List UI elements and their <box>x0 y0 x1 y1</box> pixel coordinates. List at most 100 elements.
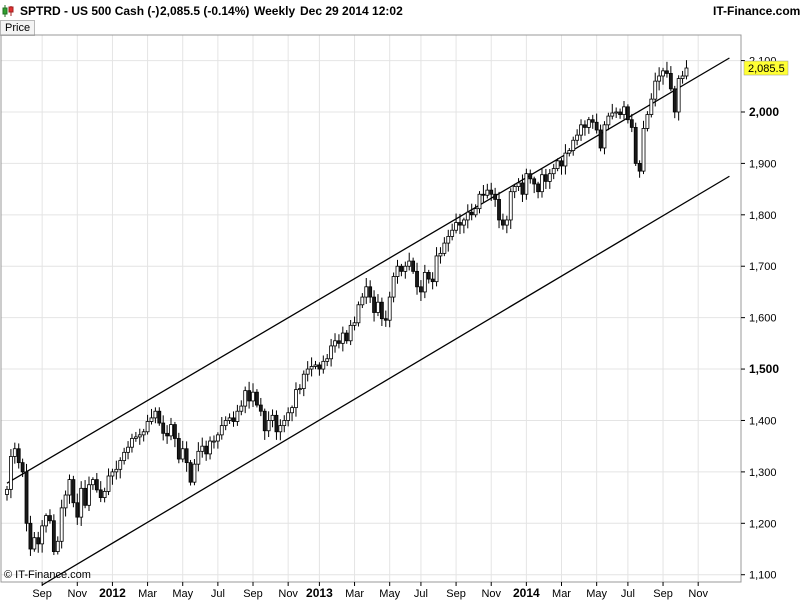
candle-body <box>563 152 568 167</box>
candle <box>567 148 572 157</box>
candle <box>40 520 45 553</box>
candle-body <box>344 332 349 342</box>
candle <box>352 316 357 331</box>
candle <box>192 459 197 486</box>
x-tick-label: Sep <box>32 588 52 600</box>
candle <box>547 169 552 189</box>
candle-body <box>91 479 95 486</box>
candle-body <box>524 173 529 195</box>
candle-body <box>247 390 252 402</box>
candle <box>114 460 119 480</box>
candle <box>44 513 48 533</box>
candle <box>188 459 193 486</box>
candle-body <box>641 128 646 172</box>
trend-channel <box>6 57 730 586</box>
candle-body <box>610 112 615 117</box>
candle-body <box>63 494 68 509</box>
candle-body <box>606 115 611 126</box>
candle-body <box>28 522 33 550</box>
candle <box>403 261 408 279</box>
candle-body <box>493 193 498 200</box>
candle <box>239 400 244 416</box>
candle-body <box>415 270 419 288</box>
candle <box>446 229 451 252</box>
candle <box>176 432 181 464</box>
candle-body <box>598 129 603 149</box>
candle-body <box>376 301 380 313</box>
candle-body <box>118 460 123 470</box>
candle-body <box>633 127 638 164</box>
candle <box>247 381 252 409</box>
candle <box>512 183 517 199</box>
candle-body <box>55 540 60 552</box>
candle-body <box>458 222 462 226</box>
candle-body <box>24 471 29 524</box>
candle <box>657 67 662 91</box>
x-tick-label: Sep <box>446 588 466 600</box>
candle-body <box>442 242 447 254</box>
candle-body <box>188 462 193 483</box>
candle-body <box>383 318 388 321</box>
candle-body <box>40 525 45 545</box>
candle-body <box>239 405 244 412</box>
candle-body <box>313 364 318 367</box>
candle-body <box>184 448 189 464</box>
candle-body <box>219 425 224 436</box>
candle-body <box>473 208 478 216</box>
x-tick-label: Nov <box>278 588 298 600</box>
candle <box>419 280 423 302</box>
candle-body <box>251 391 255 402</box>
y-tick-label: 1,900 <box>749 158 777 170</box>
candle-body <box>594 121 599 131</box>
last-price-label: 2,085.5 <box>748 63 785 75</box>
candle-body <box>555 160 560 169</box>
y-tick-label: 1,600 <box>749 313 777 325</box>
candle-body <box>333 340 337 347</box>
candle-body <box>352 322 357 326</box>
candle <box>575 129 580 146</box>
candle <box>141 428 146 442</box>
candle <box>309 357 314 377</box>
candle-body <box>94 479 99 491</box>
copyright-watermark: © IT-Finance.com <box>4 569 91 581</box>
period-label[interactable]: Weekly <box>254 4 296 18</box>
candle-body <box>625 106 630 121</box>
candle-body <box>372 296 376 313</box>
y-tick-label: 2,000 <box>749 105 779 119</box>
candle <box>91 477 95 490</box>
candle <box>71 475 76 508</box>
candle-body <box>540 174 544 193</box>
candle <box>360 293 365 309</box>
candle-body <box>528 173 533 180</box>
candle-body <box>290 407 294 414</box>
candle <box>583 120 587 136</box>
candle <box>540 168 544 198</box>
candle <box>684 60 689 80</box>
candle <box>94 473 99 493</box>
candle <box>75 493 80 525</box>
candle <box>504 215 509 234</box>
candle-body <box>196 450 201 465</box>
y-tick-label: 1,100 <box>749 570 777 582</box>
candle-body <box>309 366 314 370</box>
candle <box>290 405 294 422</box>
candle <box>130 433 134 453</box>
candle-body <box>446 236 451 244</box>
candle-body <box>87 484 91 506</box>
candle <box>497 191 501 229</box>
candle-body <box>212 440 216 443</box>
y-tick-label: 1,200 <box>749 518 777 530</box>
candle-body <box>258 404 263 412</box>
candle-body <box>133 436 138 439</box>
candle-body <box>9 456 13 490</box>
candle <box>55 536 60 555</box>
candle <box>48 509 52 524</box>
candle-body <box>684 67 689 77</box>
candle <box>325 353 330 367</box>
candle <box>676 75 681 121</box>
candle <box>297 384 302 395</box>
candle-body <box>379 301 384 320</box>
candle <box>231 411 236 427</box>
candle-body <box>411 260 416 272</box>
